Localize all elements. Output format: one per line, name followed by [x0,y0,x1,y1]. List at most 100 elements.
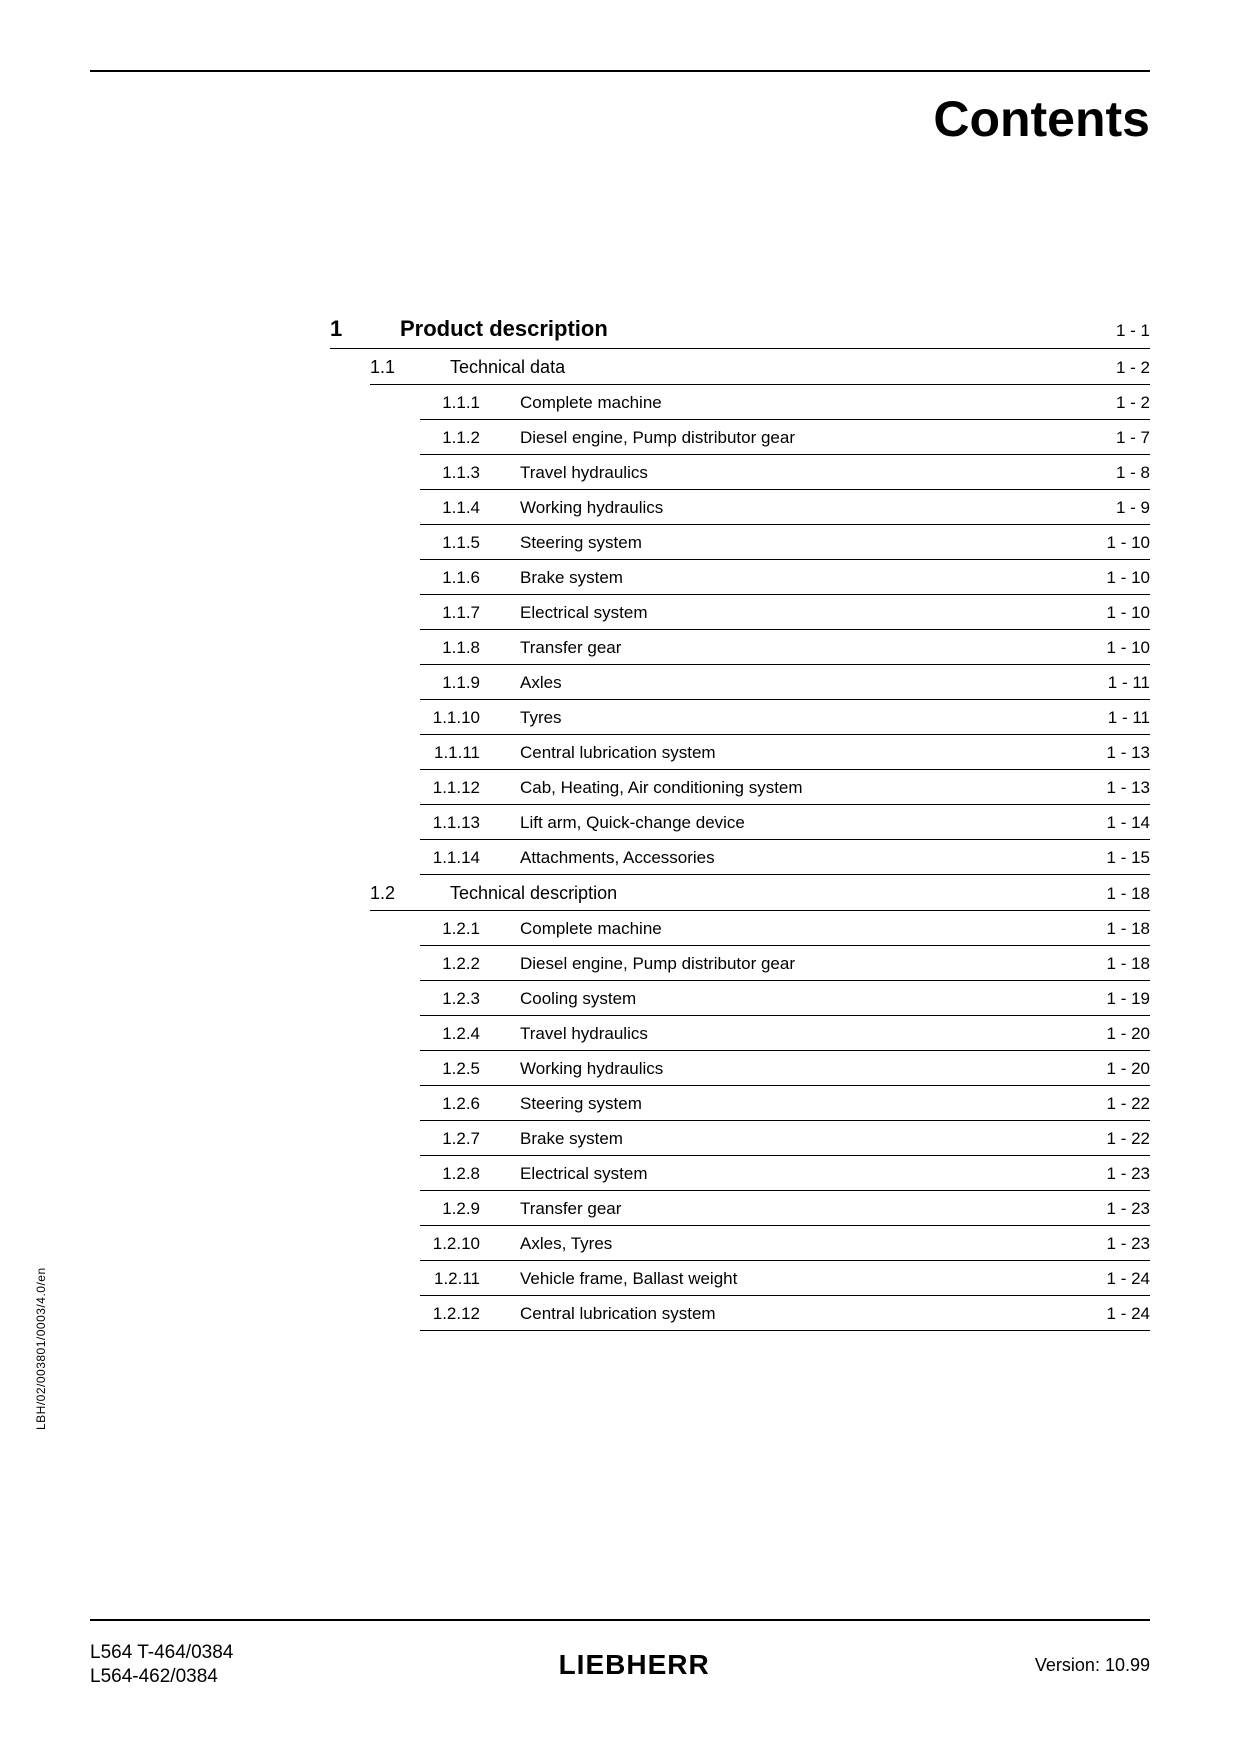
toc-page-ref: 1 - 7 [1116,428,1150,448]
footer: L564 T-464/0384 L564-462/0384 LIEBHERR V… [90,1619,1150,1690]
top-rule [90,70,1150,72]
toc-label: Central lubrication system [520,743,1107,763]
toc-label: Product description [400,316,1116,342]
toc-number: 1.1.10 [420,708,520,728]
toc-page-ref: 1 - 14 [1107,813,1150,833]
toc-page-ref: 1 - 10 [1107,638,1150,658]
toc-number: 1.2.10 [420,1234,520,1254]
toc-page-ref: 1 - 24 [1107,1269,1150,1289]
side-document-code: LBH/02/003801/0003/4.0/en [34,1267,48,1430]
footer-model-codes: L564 T-464/0384 L564-462/0384 [90,1641,233,1690]
toc-label: Technical description [450,883,1107,904]
toc-row: 1.1.10Tyres1 - 11 [420,700,1150,735]
toc-row: 1.2.12Central lubrication system1 - 24 [420,1296,1150,1331]
toc-number: 1.1.1 [420,393,520,413]
toc-page-ref: 1 - 24 [1107,1304,1150,1324]
footer-row: L564 T-464/0384 L564-462/0384 LIEBHERR V… [90,1641,1150,1690]
toc-row: 1Product description1 - 1 [330,308,1150,349]
toc-page-ref: 1 - 23 [1107,1164,1150,1184]
toc-row: 1.1.13Lift arm, Quick-change device1 - 1… [420,805,1150,840]
toc-label: Tyres [520,708,1108,728]
toc-row: 1.1.4Working hydraulics1 - 9 [420,490,1150,525]
toc-number: 1.1.2 [420,428,520,448]
table-of-contents: 1Product description1 - 11.1Technical da… [330,308,1150,1331]
footer-model-line1: L564 T-464/0384 [90,1641,233,1666]
toc-page-ref: 1 - 2 [1116,393,1150,413]
toc-label: Technical data [450,357,1116,378]
toc-number: 1.2.7 [420,1129,520,1149]
toc-number: 1.2.4 [420,1024,520,1044]
toc-row: 1.2.4Travel hydraulics1 - 20 [420,1016,1150,1051]
toc-label: Electrical system [520,603,1107,623]
toc-number: 1.1.12 [420,778,520,798]
toc-page-ref: 1 - 2 [1116,358,1150,378]
toc-row: 1.2.11Vehicle frame, Ballast weight1 - 2… [420,1261,1150,1296]
footer-model-line2: L564-462/0384 [90,1665,233,1690]
toc-label: Complete machine [520,919,1107,939]
toc-label: Steering system [520,1094,1107,1114]
toc-row: 1.2.1Complete machine1 - 18 [420,911,1150,946]
toc-page-ref: 1 - 19 [1107,989,1150,1009]
toc-label: Steering system [520,533,1107,553]
toc-number: 1.2.6 [420,1094,520,1114]
toc-number: 1.2.3 [420,989,520,1009]
toc-page-ref: 1 - 11 [1108,708,1150,728]
toc-row: 1.1.7Electrical system1 - 10 [420,595,1150,630]
toc-page-ref: 1 - 11 [1108,673,1150,693]
toc-number: 1.1.4 [420,498,520,518]
toc-label: Electrical system [520,1164,1107,1184]
toc-row: 1.2.5Working hydraulics1 - 20 [420,1051,1150,1086]
toc-number: 1.2.11 [420,1269,520,1289]
toc-number: 1.2.9 [420,1199,520,1219]
toc-row: 1.2.9Transfer gear1 - 23 [420,1191,1150,1226]
toc-label: Travel hydraulics [520,1024,1107,1044]
toc-label: Attachments, Accessories [520,848,1107,868]
toc-page-ref: 1 - 23 [1107,1199,1150,1219]
toc-row: 1.1.6Brake system1 - 10 [420,560,1150,595]
toc-number: 1 [330,316,400,342]
toc-label: Diesel engine, Pump distributor gear [520,428,1116,448]
toc-row: 1.1Technical data1 - 2 [370,349,1150,385]
toc-number: 1.2.1 [420,919,520,939]
toc-page-ref: 1 - 13 [1107,743,1150,763]
page-title: Contents [90,90,1150,148]
toc-page-ref: 1 - 15 [1107,848,1150,868]
toc-page-ref: 1 - 18 [1107,954,1150,974]
toc-number: 1.2.5 [420,1059,520,1079]
toc-row: 1.1.14Attachments, Accessories1 - 15 [420,840,1150,875]
toc-number: 1.1.13 [420,813,520,833]
toc-label: Central lubrication system [520,1304,1107,1324]
toc-page-ref: 1 - 9 [1116,498,1150,518]
toc-label: Brake system [520,1129,1107,1149]
toc-number: 1.1.6 [420,568,520,588]
toc-page-ref: 1 - 22 [1107,1094,1150,1114]
toc-page-ref: 1 - 8 [1116,463,1150,483]
toc-row: 1.1.12Cab, Heating, Air conditioning sys… [420,770,1150,805]
toc-number: 1.1.5 [420,533,520,553]
toc-number: 1.2.12 [420,1304,520,1324]
toc-row: 1.1.9Axles1 - 11 [420,665,1150,700]
toc-row: 1.2Technical description1 - 18 [370,875,1150,911]
toc-row: 1.2.8Electrical system1 - 23 [420,1156,1150,1191]
footer-version: Version: 10.99 [1035,1655,1150,1676]
toc-page-ref: 1 - 20 [1107,1024,1150,1044]
toc-page-ref: 1 - 20 [1107,1059,1150,1079]
toc-label: Diesel engine, Pump distributor gear [520,954,1107,974]
toc-label: Working hydraulics [520,1059,1107,1079]
toc-row: 1.1.8Transfer gear1 - 10 [420,630,1150,665]
toc-row: 1.2.10Axles, Tyres1 - 23 [420,1226,1150,1261]
toc-label: Complete machine [520,393,1116,413]
toc-label: Brake system [520,568,1107,588]
footer-brand: LIEBHERR [559,1649,710,1681]
toc-number: 1.2.8 [420,1164,520,1184]
toc-number: 1.1 [370,357,450,378]
toc-page-ref: 1 - 18 [1107,884,1150,904]
toc-number: 1.2.2 [420,954,520,974]
toc-row: 1.2.6Steering system1 - 22 [420,1086,1150,1121]
toc-row: 1.1.3Travel hydraulics1 - 8 [420,455,1150,490]
toc-number: 1.1.8 [420,638,520,658]
toc-label: Transfer gear [520,638,1107,658]
toc-page-ref: 1 - 10 [1107,533,1150,553]
toc-label: Axles [520,673,1108,693]
toc-number: 1.1.7 [420,603,520,623]
